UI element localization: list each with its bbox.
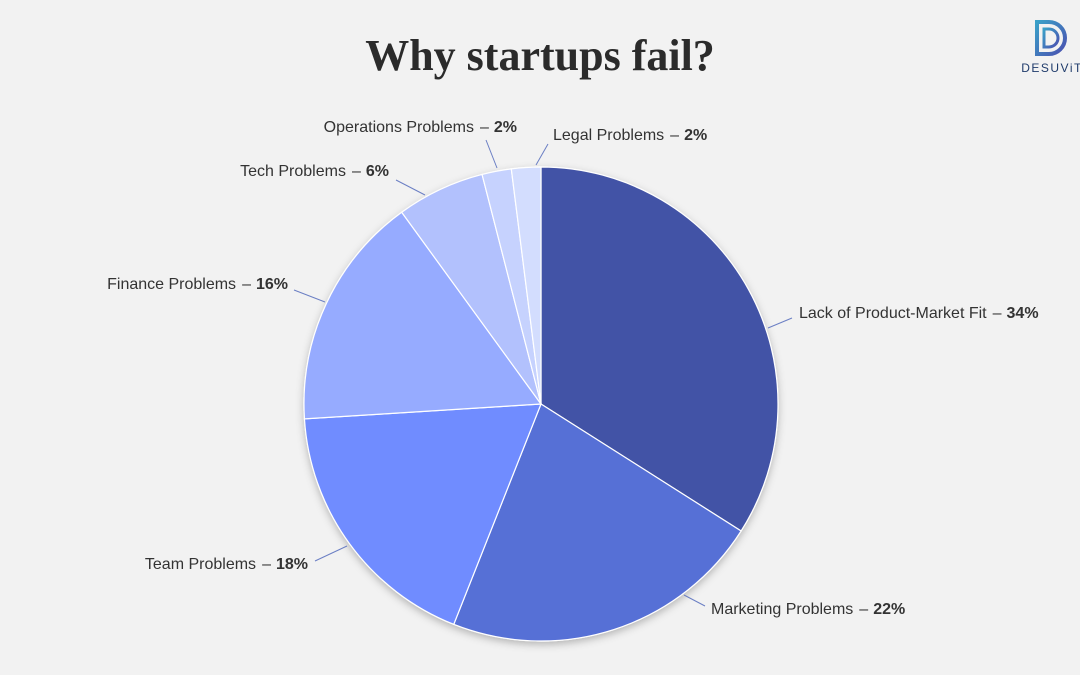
- pie-slice: [510, 166, 542, 405]
- slice-label-value: 22%: [873, 601, 905, 618]
- slice-label-separator: –: [993, 305, 1002, 322]
- leader-line: [485, 139, 498, 169]
- slice-label: Legal Problems –2%: [553, 127, 707, 144]
- pie-slice: [303, 211, 543, 420]
- leader-line: [395, 179, 426, 196]
- slice-label-separator: –: [480, 119, 489, 136]
- slice-label-name: Legal Problems: [553, 127, 664, 144]
- slice-label: Operations Problems –2%: [324, 119, 517, 136]
- leader-line: [767, 317, 793, 329]
- slice-label-separator: –: [859, 601, 868, 618]
- logo-icon: [1035, 20, 1067, 56]
- slice-label: Tech Problems –6%: [240, 163, 389, 180]
- leader-line: [293, 289, 326, 303]
- slice-label: Finance Problems –16%: [107, 276, 288, 293]
- slice-label-separator: –: [352, 163, 361, 180]
- slice-label-separator: –: [242, 276, 251, 293]
- slice-label-name: Marketing Problems: [711, 601, 853, 618]
- logo-text: DESUViT: [1021, 61, 1080, 75]
- slice-label: Marketing Problems –22%: [711, 601, 905, 618]
- slice-label-separator: –: [670, 127, 679, 144]
- slice-label-separator: –: [262, 556, 271, 573]
- slice-label-value: 34%: [1007, 305, 1039, 322]
- slice-label-name: Team Problems: [145, 556, 256, 573]
- slice-label-value: 6%: [366, 163, 389, 180]
- slice-label: Lack of Product-Market Fit –34%: [799, 305, 1039, 322]
- slice-label-value: 2%: [494, 119, 517, 136]
- pie-slice: [452, 403, 742, 642]
- slice-label-name: Tech Problems: [240, 163, 346, 180]
- slice-label-value: 2%: [684, 127, 707, 144]
- leader-line: [535, 143, 549, 166]
- slice-label-value: 18%: [276, 556, 308, 573]
- chart-title: Why startups fail?: [365, 31, 715, 80]
- slice-label-name: Operations Problems: [324, 119, 474, 136]
- slice-label-name: Lack of Product-Market Fit: [799, 305, 987, 322]
- leader-line: [314, 545, 348, 562]
- slice-label-name: Finance Problems: [107, 276, 236, 293]
- pie-slice: [540, 166, 779, 532]
- leader-line: [683, 594, 706, 607]
- pie: [303, 166, 779, 642]
- slice-label-value: 16%: [256, 276, 288, 293]
- pie-slice: [303, 403, 542, 626]
- slice-label: Team Problems –18%: [145, 556, 308, 573]
